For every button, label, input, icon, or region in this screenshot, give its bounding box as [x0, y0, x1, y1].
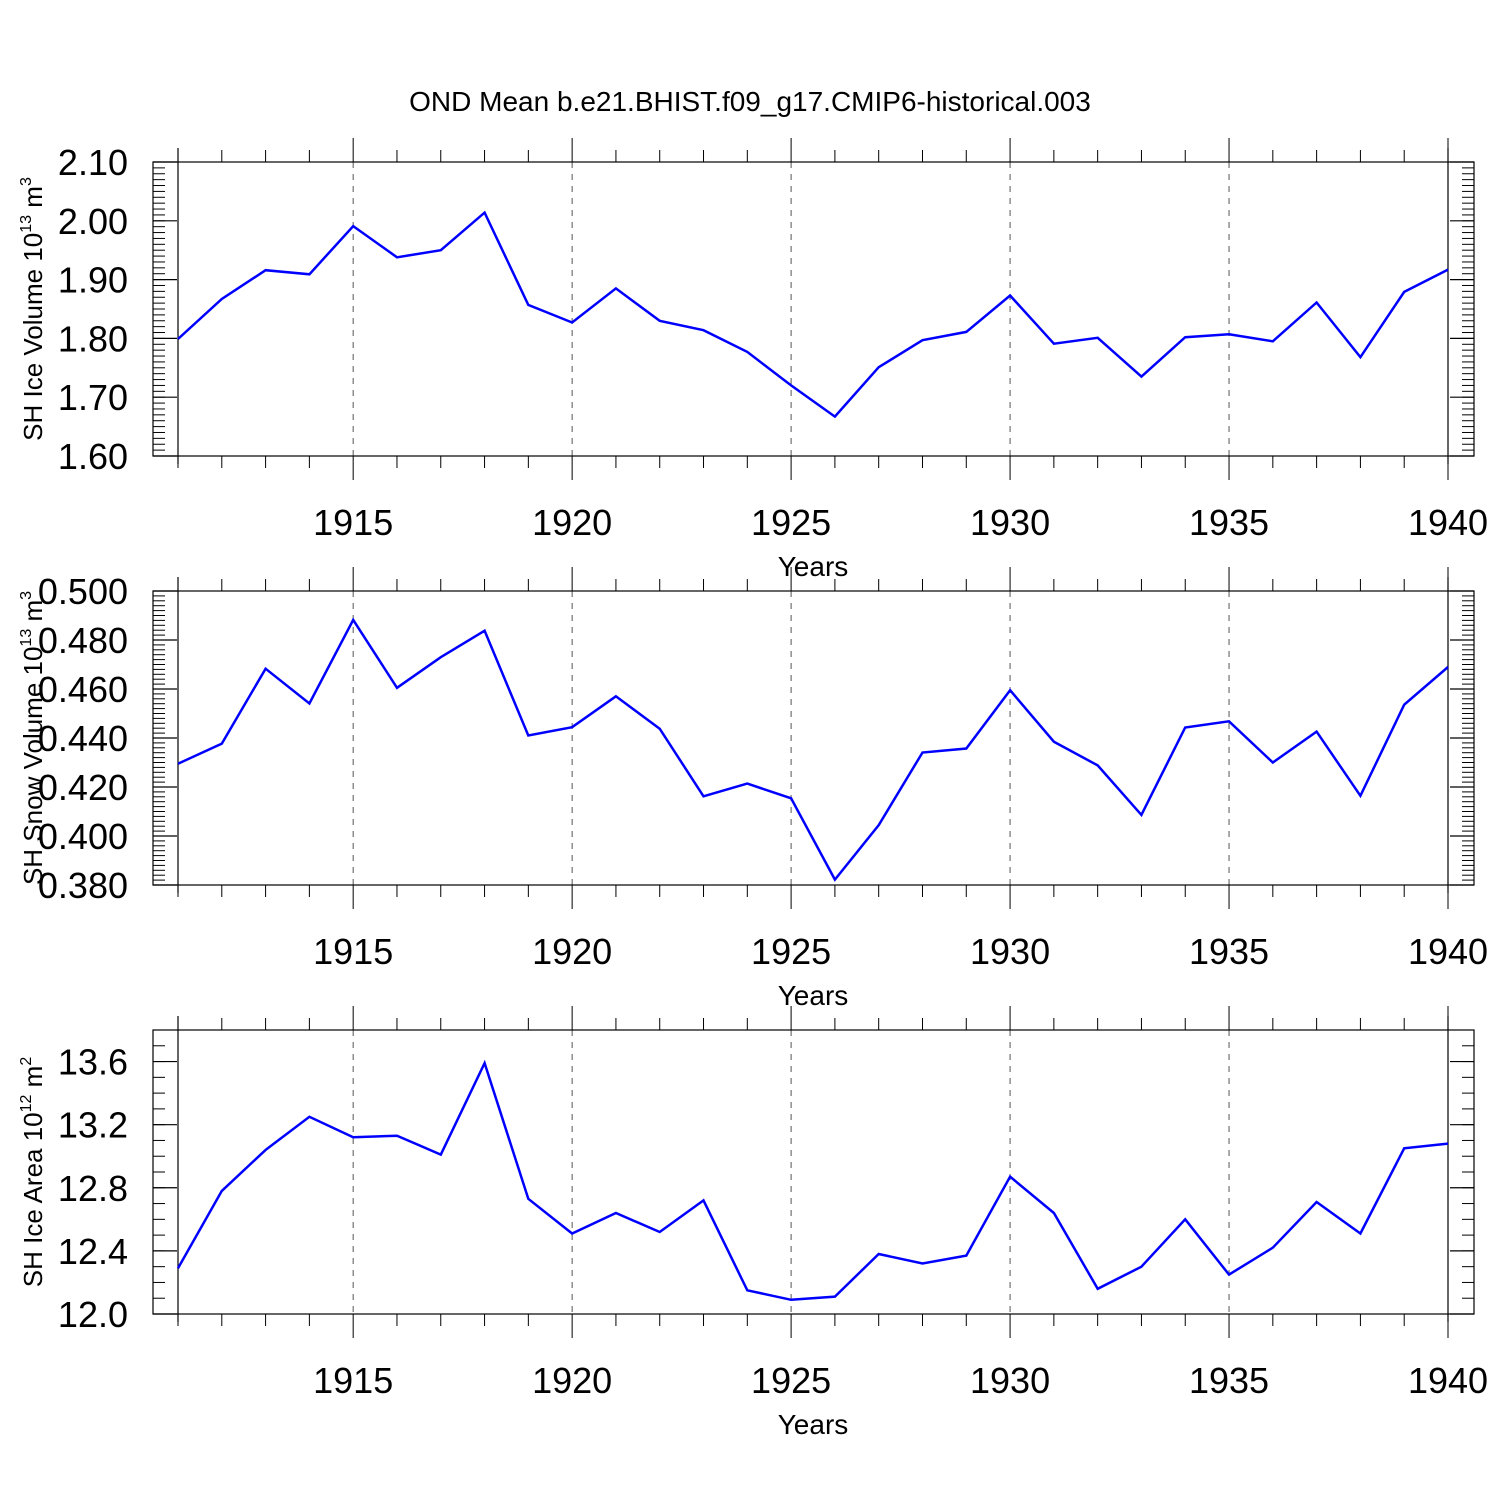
ice-volume-xtick-label: 1935 — [1189, 502, 1269, 543]
ice-volume-frame — [152, 161, 1475, 457]
ice-volume-xtick-label: 1920 — [532, 502, 612, 543]
snow-volume-xtick-label: 1940 — [1408, 931, 1488, 972]
ice-volume-ytick-label: 1.90 — [58, 260, 128, 301]
ice-volume-ytick-label: 2.10 — [58, 142, 128, 183]
panel-ice-volume: 1915 1920 1925 1930 1935 1940 Years 1.60 1.70 1.8… — [18, 138, 1488, 582]
snow-volume-ytick-label: 0.380 — [38, 865, 128, 906]
ice-area-ytick-label: 13.6 — [58, 1042, 128, 1083]
ice-area-ylabel: SH Ice Area 1012 m2 — [18, 1057, 48, 1288]
ice-area-frame — [152, 1029, 1475, 1315]
ice-volume-xtick-label: 1915 — [313, 502, 393, 543]
ice-volume-xtick-label: 1940 — [1408, 502, 1488, 543]
ice-volume-xlabel: Years — [778, 551, 849, 582]
ice-area-ytick-label: 12.8 — [58, 1168, 128, 1209]
snow-volume-ytick-label: 0.420 — [38, 767, 128, 808]
snow-volume-ytick-label: 0.480 — [38, 620, 128, 661]
figure-title: OND Mean b.e21.BHIST.f09_g17.CMIP6-histo… — [409, 86, 1091, 117]
snow-volume-ytick-label: 0.460 — [38, 669, 128, 710]
ice-volume-ytick-label: 1.60 — [58, 436, 128, 477]
ice-area-xtick-label: 1925 — [751, 1360, 831, 1401]
snow-volume-xtick-label: 1925 — [751, 931, 831, 972]
snow-volume-ytick-label: 0.400 — [38, 816, 128, 857]
ice-area-xtick-label: 1940 — [1408, 1360, 1488, 1401]
snow-volume-ylabel: SH Snow Volume 1013 m3 — [18, 591, 48, 885]
panel-ice-area: 1915 1920 1925 1930 1935 1940 Years 12.0 12.4 12.… — [18, 1006, 1488, 1440]
ice-volume-xtick-label: 1930 — [970, 502, 1050, 543]
ice-volume-series-line — [177, 210, 1449, 419]
ice-area-series-line — [176, 1059, 1449, 1302]
ice-area-ytick-label: 12.0 — [58, 1294, 128, 1335]
ice-area-xtick-label: 1915 — [313, 1360, 393, 1401]
ice-volume-ylabel: SH Ice Volume 1013 m3 — [18, 177, 48, 441]
panel-snow-volume: 1915 1920 1925 1930 1935 1940 Years 0.380 0.400 0… — [18, 567, 1488, 1011]
ice-area-ytick-label: 13.2 — [58, 1105, 128, 1146]
ice-area-ytick-label: 12.4 — [58, 1231, 128, 1272]
snow-volume-xtick-label: 1920 — [532, 931, 612, 972]
snow-volume-xlabel: Years — [778, 980, 849, 1011]
snow-volume-xtick-label: 1930 — [970, 931, 1050, 972]
ice-area-xtick-label: 1935 — [1189, 1360, 1269, 1401]
snow-volume-xtick-label: 1935 — [1189, 931, 1269, 972]
ice-area-xlabel: Years — [778, 1409, 849, 1440]
ice-volume-xtick-label: 1925 — [751, 502, 831, 543]
ice-area-xtick-label: 1920 — [532, 1360, 612, 1401]
snow-volume-ytick-label: 0.440 — [38, 718, 128, 759]
snow-volume-xtick-label: 1915 — [313, 931, 393, 972]
ice-area-xtick-label: 1930 — [970, 1360, 1050, 1401]
ice-volume-ytick-label: 1.70 — [58, 377, 128, 418]
ice-volume-ytick-label: 1.80 — [58, 318, 128, 359]
snow-volume-series-line — [177, 617, 1449, 882]
ice-volume-ytick-label: 2.00 — [58, 201, 128, 242]
snow-volume-ytick-label: 0.500 — [38, 571, 128, 612]
